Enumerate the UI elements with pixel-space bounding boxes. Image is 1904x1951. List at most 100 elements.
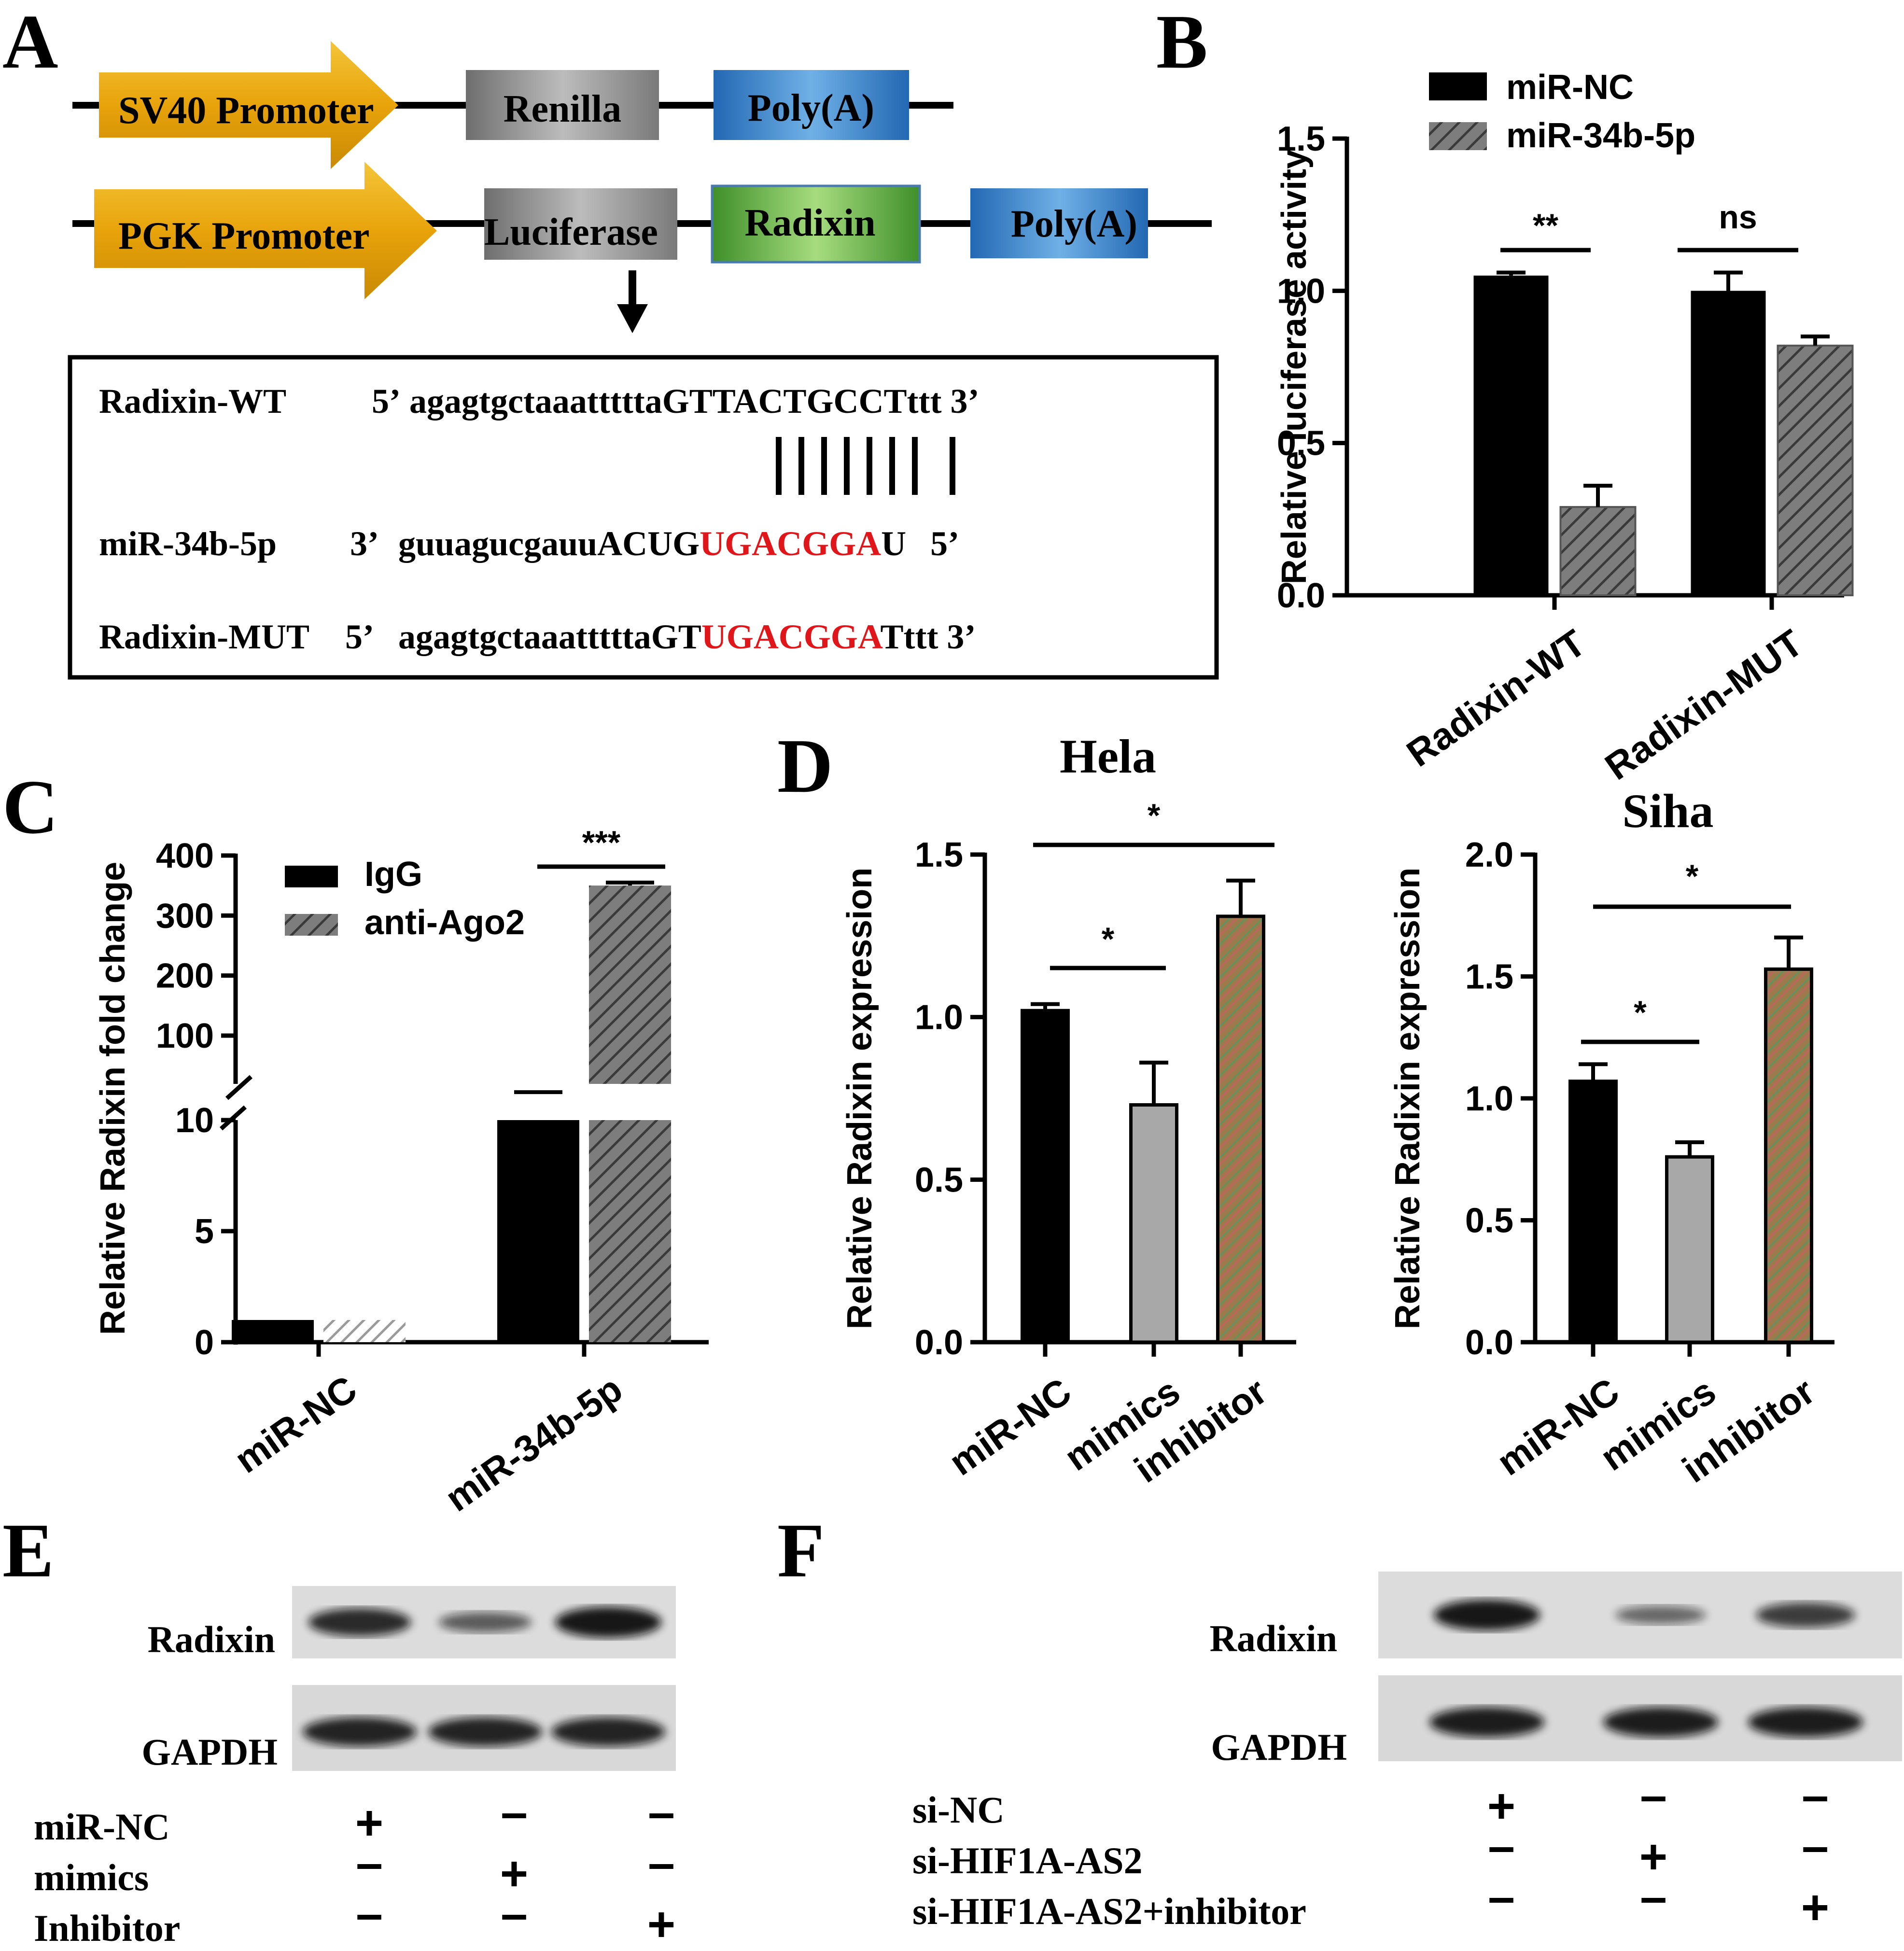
polya-box-1 bbox=[714, 70, 909, 140]
bar bbox=[1216, 914, 1265, 1344]
y-tick-label: 2.0 bbox=[1465, 836, 1513, 874]
y-axis-title: Relative Radixin expression bbox=[840, 868, 879, 1329]
luciferase-label: Luciferase bbox=[484, 211, 658, 253]
row-label: si-NC bbox=[912, 1789, 1005, 1831]
gapdh-band bbox=[1603, 1707, 1718, 1738]
y-axis-title: Relative Radixin expression bbox=[1388, 868, 1427, 1329]
row-label: si-HIF1A-AS2 bbox=[912, 1839, 1143, 1881]
y-tick-label: 0.0 bbox=[1277, 576, 1325, 615]
sign: – bbox=[501, 1887, 528, 1941]
row-label: miR-NC bbox=[34, 1806, 170, 1848]
bar bbox=[1559, 506, 1637, 597]
sign: + bbox=[1487, 1779, 1515, 1833]
seq-mut-sequence: 5’ agagtgctaaatttttaGTUGACGGATttt 3’ bbox=[345, 618, 976, 656]
y-tick-label: 400 bbox=[156, 837, 214, 875]
y-tick-label: 1.0 bbox=[1277, 272, 1325, 310]
y-tick-label: 0.5 bbox=[915, 1161, 963, 1199]
legend-label: IgG bbox=[364, 855, 422, 894]
significance-label: *** bbox=[582, 824, 621, 861]
luciferase-box bbox=[484, 188, 677, 260]
bar bbox=[323, 1320, 406, 1342]
y-tick-label: 10 bbox=[175, 1101, 214, 1140]
renilla-box bbox=[466, 70, 659, 140]
blot-f bbox=[1378, 1572, 1902, 1761]
y-tick-label: 1.0 bbox=[915, 998, 963, 1037]
panel-e: E Radixin GAPDH miR-NC + – –mimics – + –Inhibi… bbox=[2, 1507, 676, 1951]
y-tick-label: 200 bbox=[156, 957, 214, 996]
seq-wt-sequence: 5’ agagtgctaaatttttaGTTACTGCCTttt 3’ bbox=[372, 382, 979, 421]
radixin-utr-label: Radixin bbox=[744, 202, 875, 244]
radixin-band bbox=[308, 1608, 411, 1636]
legend-swatch bbox=[1429, 72, 1487, 100]
x-tick-label: miR-NC bbox=[1489, 1370, 1627, 1484]
bar-lower bbox=[589, 1120, 671, 1342]
sign: – bbox=[1802, 1819, 1829, 1873]
panel-letter-e: E bbox=[2, 1507, 54, 1593]
sign: – bbox=[1640, 1870, 1667, 1924]
blot-f-radixin-label: Radixin bbox=[1210, 1617, 1337, 1659]
y-tick-label: 300 bbox=[156, 897, 214, 935]
gapdh-band bbox=[428, 1717, 542, 1747]
sv40-promoter-arrow bbox=[99, 41, 398, 169]
sign: + bbox=[355, 1796, 383, 1850]
panel-letter-a: A bbox=[2, 0, 58, 84]
treatment-table-f: si-NC + – –si-HIF1A-AS2– + –si-HIF1A-AS2+inhi… bbox=[912, 1769, 1829, 1935]
chart-title: Siha bbox=[1622, 784, 1713, 838]
radixin-band bbox=[555, 1607, 661, 1638]
y-tick-label: 0 bbox=[195, 1323, 214, 1362]
bar bbox=[1691, 291, 1766, 595]
gapdh-band bbox=[1748, 1707, 1863, 1738]
y-tick-label: 1.5 bbox=[1465, 958, 1513, 997]
row-label: Inhibitor bbox=[34, 1907, 180, 1949]
blot-e-gapdh-label: GAPDH bbox=[141, 1731, 278, 1773]
y-tick-label: 0.0 bbox=[1465, 1323, 1513, 1362]
row-label: si-HIF1A-AS2+inhibitor bbox=[912, 1890, 1306, 1932]
seq-mir-sequence: 3’ guuagucgauuACUGUGACGGAU 5’ bbox=[350, 524, 959, 563]
legend-label: miR-NC bbox=[1506, 68, 1634, 107]
y-axis-title: Relative luciferase activity bbox=[1275, 150, 1314, 585]
panel-letter-c: C bbox=[2, 764, 58, 850]
panel-letter-d: D bbox=[777, 723, 833, 809]
sign: – bbox=[648, 1785, 675, 1839]
significance-label: * bbox=[1634, 994, 1647, 1031]
bar bbox=[1021, 1009, 1070, 1344]
gapdh-band bbox=[303, 1717, 417, 1747]
sequence-box bbox=[68, 355, 1219, 680]
seq-wt-label: Radixin-WT bbox=[99, 382, 286, 421]
panel-d: D 0.0 0.5 1.0 1.5 Relative Radixin expressio… bbox=[777, 723, 1834, 1491]
sign: – bbox=[356, 1887, 383, 1941]
seq-mut-label: Radixin-MUT bbox=[99, 618, 309, 656]
bar bbox=[1665, 1155, 1714, 1344]
chart-d-hela: 0.0 0.5 1.0 1.5 Relative Radixin expression H… bbox=[840, 730, 1296, 1491]
y-axis-title: Relative Radixin fold change bbox=[94, 862, 132, 1335]
radixin-band bbox=[1615, 1606, 1706, 1624]
row-label: mimics bbox=[34, 1856, 149, 1898]
significance-label: ns bbox=[1719, 199, 1757, 236]
sign: + bbox=[1639, 1830, 1667, 1884]
chart-c: 0 5 10 100 200 300 400 Relative Radixin fold ch… bbox=[94, 824, 709, 1520]
gapdh-band bbox=[1429, 1707, 1544, 1738]
y-tick-label: 5 bbox=[195, 1212, 214, 1251]
bar bbox=[1473, 275, 1549, 595]
sv40-promoter-label: SV40 Promoter bbox=[118, 89, 374, 132]
polya-label-1: Poly(A) bbox=[748, 87, 874, 129]
panel-c: C 0 5 10 100 200 300 400 Relative Radixin fold … bbox=[2, 764, 709, 1520]
sign: – bbox=[1488, 1819, 1515, 1873]
x-tick-label: Radixin-WT bbox=[1399, 621, 1593, 775]
sign: – bbox=[356, 1836, 383, 1890]
panel-a: A SV40 Promoter Renilla Poly(A) PGK Prom… bbox=[2, 0, 1219, 680]
x-tick-label: miR-NC bbox=[941, 1370, 1079, 1484]
y-tick-label: 0.5 bbox=[1277, 424, 1325, 463]
bar bbox=[232, 1320, 314, 1342]
legend-label: miR-34b-5p bbox=[1506, 116, 1695, 155]
treatment-table-e: miR-NC + – –mimics – + –Inhibitor – – + bbox=[34, 1785, 675, 1951]
chart-d-siha: 0.0 0.5 1.0 1.5 2.0 Relative Radixin expressi… bbox=[1388, 784, 1834, 1491]
significance-label: * bbox=[1686, 858, 1699, 895]
legend-label: anti-Ago2 bbox=[364, 903, 525, 942]
down-arrow-icon bbox=[617, 304, 648, 333]
panel-letter-b: B bbox=[1156, 0, 1208, 84]
bar bbox=[1777, 344, 1854, 596]
polya-label-2: Poly(A) bbox=[1011, 203, 1137, 245]
